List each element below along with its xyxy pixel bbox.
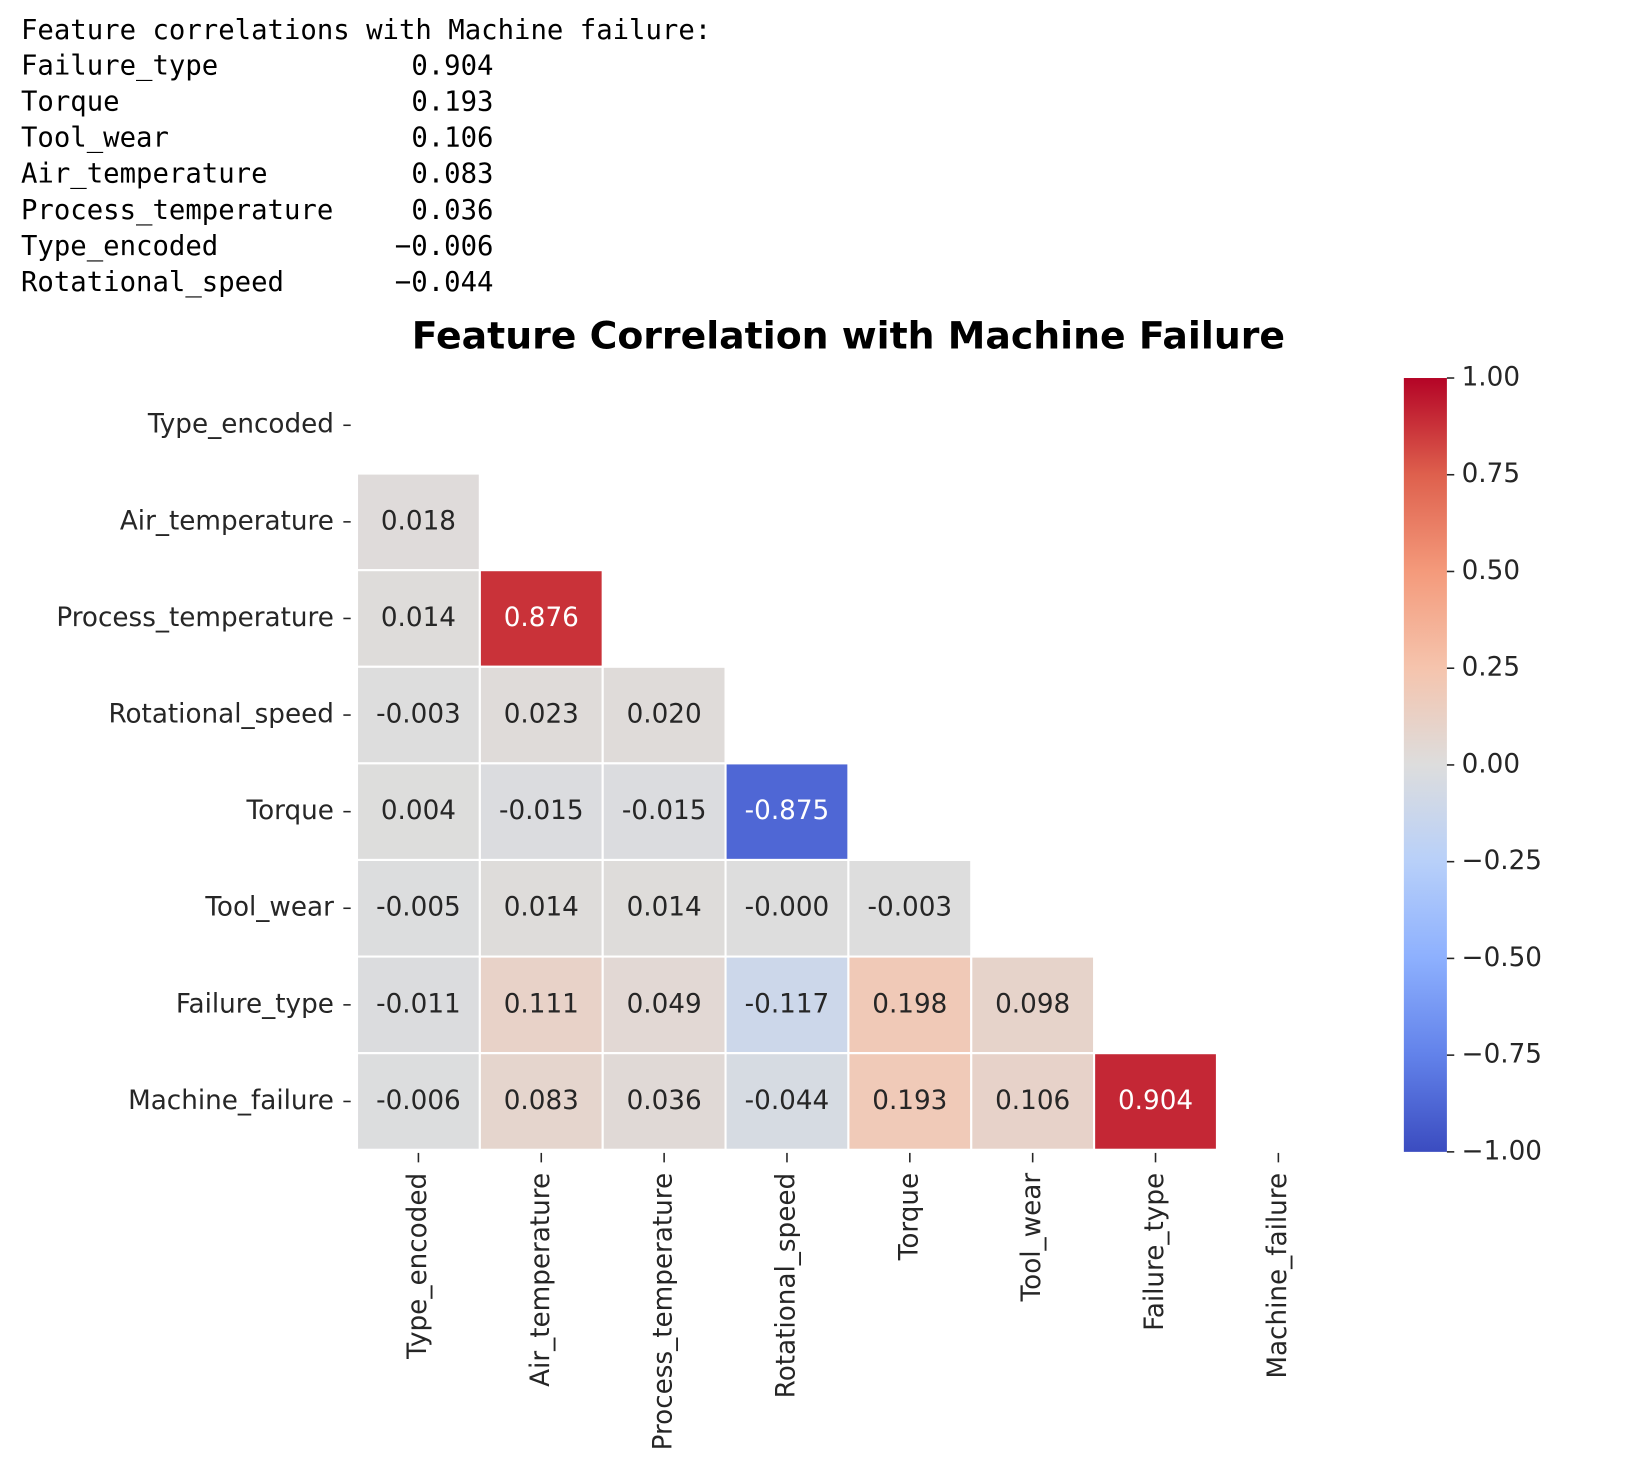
- console-name: Rotational_speed: [21, 267, 284, 298]
- y-tick-label: Type_encoded: [147, 410, 334, 440]
- heatmap-cell: [601, 858, 727, 958]
- heatmap-cell: [847, 858, 973, 958]
- heatmap-cell: [478, 569, 604, 668]
- heatmap-cell: [601, 762, 727, 862]
- cell-label: -0.003: [376, 700, 461, 730]
- heatmap-cell: [1093, 1052, 1218, 1151]
- colorbar-tick-label: 0.00: [1462, 749, 1520, 779]
- console-value: 0.193: [411, 87, 493, 118]
- cell-label: 0.036: [627, 1086, 702, 1116]
- cell-label: 0.193: [872, 1086, 947, 1116]
- console-value: 0.904: [411, 51, 493, 82]
- heatmap-cell: [355, 665, 481, 765]
- cell-label: -0.875: [745, 796, 830, 826]
- y-tick-label: Rotational_speed: [108, 700, 333, 730]
- cell-label: 0.014: [627, 893, 702, 923]
- console-name: Type_encoded: [21, 231, 218, 262]
- cell-label: 0.014: [381, 603, 456, 633]
- colorbar-tick-label: 0.25: [1462, 653, 1520, 683]
- cell-label: 0.098: [995, 989, 1070, 1019]
- heatmap-cell: [724, 955, 850, 1055]
- heatmap-cell: [355, 472, 481, 572]
- cell-label: 0.198: [872, 989, 947, 1019]
- heatmap-cell: [970, 955, 1096, 1055]
- x-tick-label: Failure_type: [1140, 1173, 1170, 1331]
- cell-label: 0.049: [627, 989, 702, 1019]
- colorbar-tick-label: −0.25: [1462, 846, 1542, 876]
- x-tick-label: Process_temperature: [649, 1173, 679, 1451]
- console-name: Torque: [21, 87, 120, 118]
- console-name: Process_temperature: [21, 195, 333, 226]
- cell-label: -0.006: [376, 1086, 461, 1116]
- cell-label: 0.018: [381, 506, 456, 536]
- heatmap-cell: [355, 762, 481, 862]
- cell-label: -0.005: [376, 893, 461, 923]
- console-value: 0.083: [411, 159, 493, 190]
- heatmap-cell: [601, 665, 727, 765]
- heatmap-cell: [724, 858, 850, 958]
- console-name: Air_temperature: [21, 159, 268, 190]
- heatmap-cell: [601, 1052, 727, 1151]
- cell-label: 0.083: [504, 1086, 579, 1116]
- heatmap-cell: [355, 1052, 481, 1151]
- heatmap-cell: [478, 858, 604, 958]
- heatmap-cell: [478, 1052, 604, 1151]
- y-tick-label: Machine_failure: [128, 1086, 334, 1116]
- heatmap-cell: [724, 1052, 850, 1151]
- colorbar-tick-label: 1.00: [1462, 363, 1520, 393]
- colorbar-tick-label: 0.75: [1462, 459, 1520, 489]
- console-value: 0.036: [411, 195, 493, 226]
- heatmap-cell: [847, 1052, 973, 1151]
- heatmap-cell: [970, 1052, 1096, 1151]
- cell-label: 0.023: [504, 700, 579, 730]
- x-tick-label: Air_temperature: [526, 1173, 556, 1387]
- x-tick-label: Tool_wear: [1017, 1173, 1047, 1303]
- y-tick-label: Torque: [246, 796, 334, 826]
- heatmap-cell: [478, 955, 604, 1055]
- cell-label: 0.020: [627, 700, 702, 730]
- cell-label: 0.904: [1118, 1086, 1193, 1116]
- chart-title: Feature Correlation with Machine Failure: [412, 314, 1285, 358]
- colorbar-tick-label: −1.00: [1462, 1136, 1542, 1166]
- heatmap-cell: [724, 762, 850, 862]
- console-value: 0.106: [411, 123, 493, 154]
- cell-label: 0.876: [504, 603, 579, 633]
- cell-label: 0.106: [995, 1086, 1070, 1116]
- heatmap-cell: [355, 955, 481, 1055]
- console-name: Tool_wear: [21, 123, 169, 154]
- colorbar-tick-label: −0.50: [1462, 943, 1542, 973]
- x-tick-label: Rotational_speed: [771, 1173, 801, 1398]
- x-tick-label: Type_encoded: [403, 1173, 433, 1360]
- x-tick-label: Torque: [894, 1173, 924, 1261]
- cell-label: -0.117: [745, 989, 830, 1019]
- console-value: −0.006: [395, 231, 494, 262]
- colorbar-tick-label: 0.50: [1462, 556, 1520, 586]
- cell-label: 0.014: [504, 893, 579, 923]
- console-header: Feature correlations with Machine failur…: [21, 15, 711, 46]
- console-name: Failure_type: [21, 51, 218, 82]
- y-tick-label: Process_temperature: [56, 603, 334, 633]
- cell-label: -0.011: [376, 989, 461, 1019]
- heatmap-cell: [355, 569, 481, 668]
- y-tick-label: Tool_wear: [204, 893, 334, 923]
- cell-label: -0.015: [499, 796, 584, 826]
- colorbar: [1403, 378, 1447, 1152]
- colorbar-tick-label: −0.75: [1462, 1040, 1542, 1070]
- console-value: −0.044: [395, 267, 494, 298]
- x-tick-label: Machine_failure: [1263, 1173, 1293, 1379]
- y-tick-label: Air_temperature: [120, 506, 334, 536]
- cell-label: -0.000: [745, 893, 830, 923]
- cell-label: 0.111: [504, 989, 579, 1019]
- y-tick-label: Failure_type: [176, 989, 334, 1019]
- cell-label: 0.004: [381, 796, 456, 826]
- cell-label: -0.015: [622, 796, 707, 826]
- cell-label: -0.003: [868, 893, 953, 923]
- cell-label: -0.044: [745, 1086, 830, 1116]
- heatmap-cell: [355, 858, 481, 958]
